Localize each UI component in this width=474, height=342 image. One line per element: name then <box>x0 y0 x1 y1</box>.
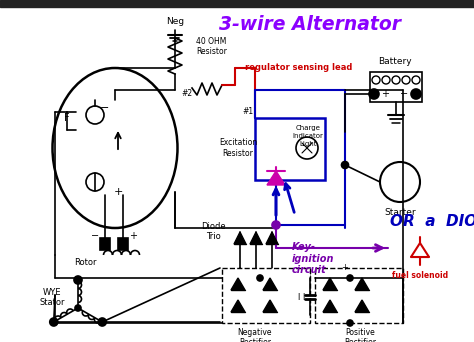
Circle shape <box>369 89 379 99</box>
Polygon shape <box>266 232 278 244</box>
Circle shape <box>257 275 263 281</box>
Text: Charge: Charge <box>296 125 320 131</box>
Polygon shape <box>234 232 246 244</box>
Text: +: + <box>129 231 137 241</box>
Bar <box>222 268 310 323</box>
Text: +: + <box>113 187 123 197</box>
Text: Key-
ignition
circuit: Key- ignition circuit <box>292 242 335 275</box>
Bar <box>100 238 110 250</box>
Polygon shape <box>411 243 429 257</box>
Text: Diode
Trio: Diode Trio <box>201 222 225 241</box>
Circle shape <box>50 318 58 326</box>
Text: Indicator: Indicator <box>292 133 323 139</box>
Text: #2: #2 <box>182 89 192 97</box>
Circle shape <box>75 305 81 311</box>
Circle shape <box>347 320 353 326</box>
Bar <box>255 118 325 180</box>
Polygon shape <box>263 278 277 290</box>
Text: Positive
Rectifier: Positive Rectifier <box>344 328 376 342</box>
Text: fuel solenoid: fuel solenoid <box>392 271 448 280</box>
Text: l l: l l <box>298 292 306 302</box>
Polygon shape <box>355 278 369 290</box>
Text: Battery: Battery <box>378 57 412 66</box>
Text: Neg: Neg <box>166 17 184 26</box>
Text: −: − <box>400 89 408 99</box>
Circle shape <box>341 161 348 169</box>
Bar <box>370 72 422 102</box>
Text: OR  a  DIODE: OR a DIODE <box>390 214 474 229</box>
Text: −: − <box>91 231 99 241</box>
Text: Resistor: Resistor <box>196 47 227 55</box>
Polygon shape <box>263 300 277 312</box>
Text: WYE
Stator: WYE Stator <box>39 288 65 307</box>
Polygon shape <box>250 232 262 244</box>
Circle shape <box>98 318 106 326</box>
Circle shape <box>347 275 353 281</box>
Circle shape <box>411 89 421 99</box>
Text: +: + <box>342 263 348 273</box>
Polygon shape <box>355 300 369 312</box>
Text: Rotor: Rotor <box>74 258 96 267</box>
Text: +: + <box>381 89 389 99</box>
Bar <box>118 238 128 250</box>
Text: regulator sensing lead: regulator sensing lead <box>245 64 352 73</box>
Text: Negative
Rectifier: Negative Rectifier <box>238 328 272 342</box>
Text: 40 OHM: 40 OHM <box>196 38 227 47</box>
Text: Excitation
Resistor: Excitation Resistor <box>219 138 257 158</box>
Polygon shape <box>231 278 245 290</box>
Circle shape <box>272 221 280 229</box>
Bar <box>0 0 474 7</box>
Text: #1: #1 <box>242 107 254 117</box>
Text: Starter: Starter <box>384 208 416 217</box>
Bar <box>315 268 403 323</box>
Text: 3-wire Alternator: 3-wire Alternator <box>219 14 401 34</box>
Circle shape <box>74 276 82 284</box>
Polygon shape <box>231 300 245 312</box>
Text: −: − <box>100 103 109 113</box>
Text: Light: Light <box>299 141 317 147</box>
Polygon shape <box>323 300 337 312</box>
Polygon shape <box>323 278 337 290</box>
Text: F: F <box>64 113 70 123</box>
Polygon shape <box>267 171 285 185</box>
